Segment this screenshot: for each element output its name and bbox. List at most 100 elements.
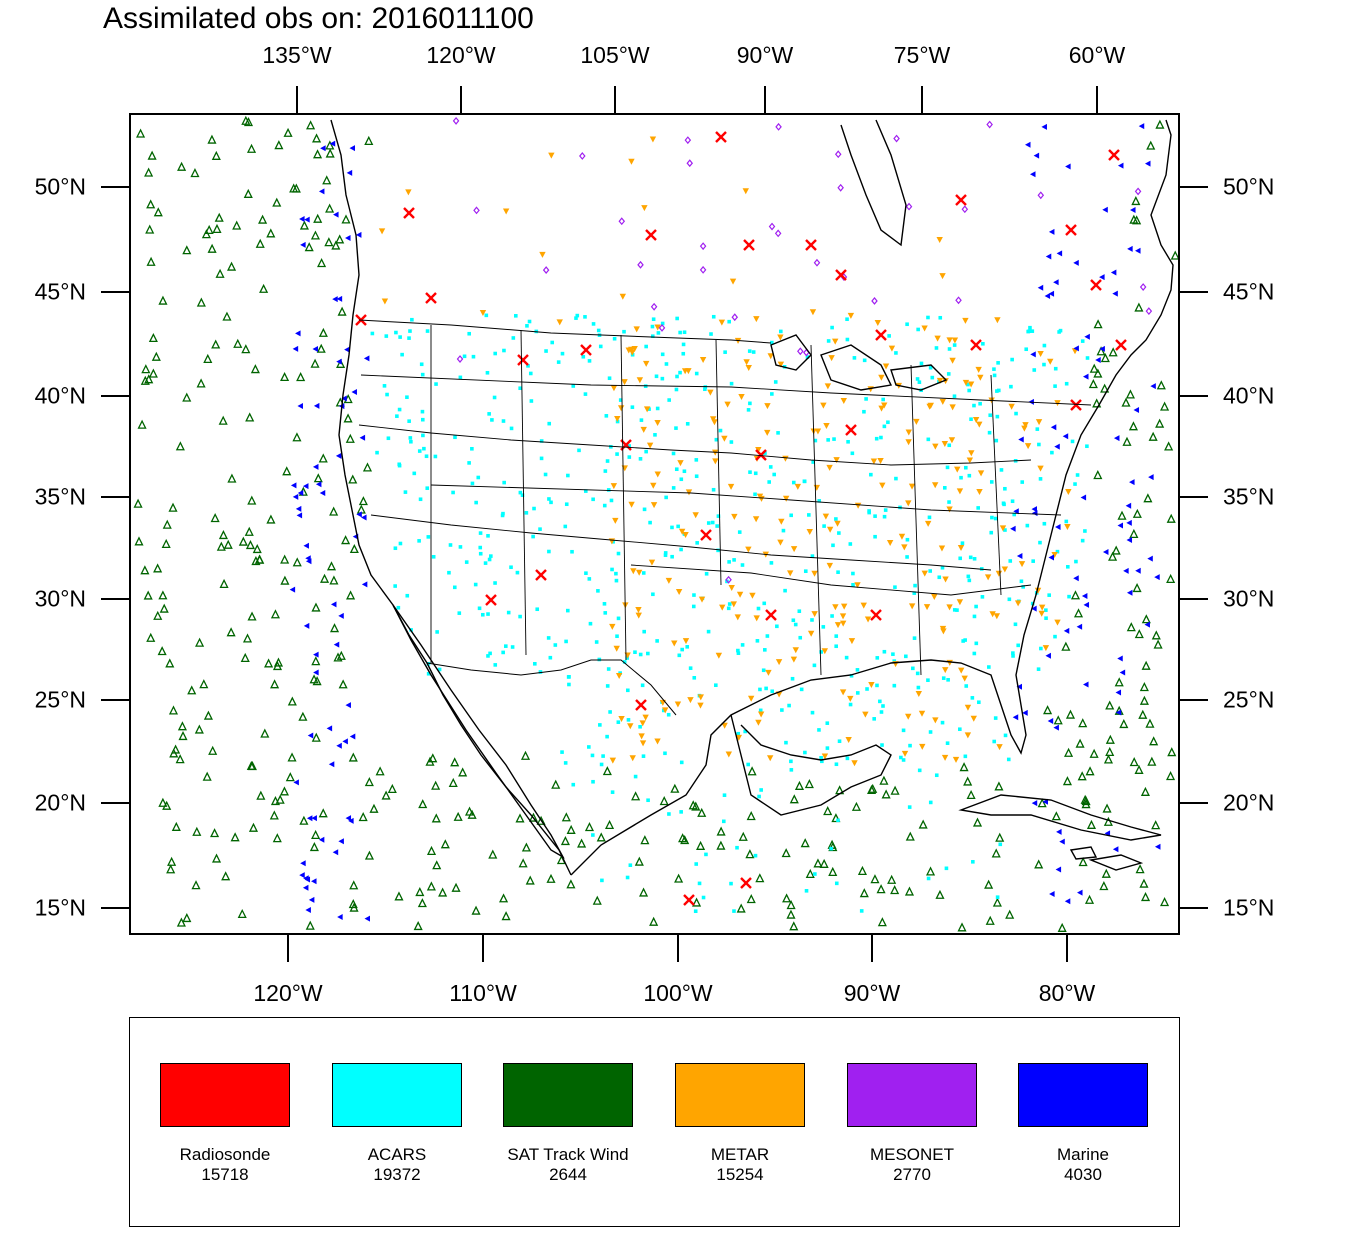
obs-marker bbox=[511, 336, 516, 340]
obs-marker bbox=[886, 540, 894, 547]
obs-marker bbox=[311, 829, 321, 840]
obs-marker bbox=[518, 386, 522, 391]
obs-marker bbox=[310, 230, 321, 240]
obs-marker bbox=[832, 437, 836, 441]
obs-marker bbox=[1154, 574, 1160, 581]
obs-marker bbox=[571, 782, 576, 787]
obs-marker bbox=[318, 836, 325, 843]
obs-marker bbox=[761, 668, 766, 673]
obs-marker bbox=[1018, 561, 1026, 568]
obs-marker bbox=[685, 489, 693, 496]
obs-marker bbox=[778, 329, 783, 334]
obs-marker bbox=[675, 316, 679, 321]
obs-marker bbox=[722, 793, 727, 797]
obs-marker bbox=[977, 374, 984, 381]
obs-marker bbox=[182, 392, 192, 402]
obs-marker bbox=[191, 880, 201, 890]
obs-marker bbox=[803, 569, 808, 573]
obs-marker bbox=[280, 371, 290, 382]
obs-marker bbox=[1141, 660, 1151, 670]
obs-marker bbox=[1070, 439, 1075, 444]
obs-marker bbox=[604, 414, 609, 418]
obs-marker bbox=[946, 659, 953, 666]
obs-marker bbox=[956, 488, 964, 495]
obs-marker bbox=[153, 563, 163, 573]
obs-marker bbox=[675, 374, 679, 379]
obs-marker bbox=[226, 627, 236, 637]
obs-marker bbox=[930, 375, 935, 380]
obs-marker bbox=[819, 858, 829, 868]
obs-marker bbox=[393, 546, 398, 551]
obs-marker bbox=[296, 512, 303, 519]
obs-marker bbox=[318, 808, 328, 818]
obs-marker bbox=[949, 404, 956, 411]
obs-marker bbox=[938, 315, 943, 320]
obs-marker bbox=[1115, 709, 1122, 716]
obs-marker bbox=[948, 437, 956, 444]
obs-marker bbox=[1147, 555, 1153, 562]
obs-marker bbox=[1132, 508, 1142, 518]
obs-marker bbox=[987, 430, 992, 435]
obs-marker bbox=[1035, 427, 1040, 431]
obs-marker bbox=[566, 473, 570, 478]
obs-marker bbox=[692, 675, 697, 680]
obs-marker bbox=[1055, 866, 1062, 873]
obs-marker bbox=[837, 531, 841, 535]
obs-marker bbox=[1064, 523, 1071, 530]
left-lat-label: 50°N bbox=[34, 173, 86, 200]
obs-marker bbox=[627, 455, 632, 459]
obs-marker bbox=[250, 364, 260, 374]
obs-marker bbox=[753, 316, 760, 323]
obs-marker bbox=[407, 336, 411, 340]
obs-marker bbox=[748, 470, 752, 474]
obs-marker bbox=[1048, 290, 1055, 297]
obs-marker bbox=[710, 520, 715, 525]
obs-marker bbox=[970, 339, 982, 351]
obs-marker bbox=[1135, 247, 1141, 254]
obs-marker bbox=[631, 345, 638, 352]
obs-marker bbox=[678, 528, 686, 535]
obs-marker bbox=[162, 800, 172, 810]
obs-marker bbox=[596, 589, 600, 593]
obs-marker bbox=[216, 541, 226, 551]
obs-marker bbox=[1037, 465, 1044, 472]
obs-marker bbox=[952, 756, 960, 763]
obs-marker bbox=[1064, 747, 1074, 757]
bottom-lon-label: 100°W bbox=[643, 980, 713, 1006]
obs-marker bbox=[1085, 766, 1095, 776]
obs-marker bbox=[716, 548, 720, 553]
obs-marker bbox=[836, 818, 840, 823]
obs-marker bbox=[309, 841, 319, 852]
obs-marker bbox=[958, 556, 963, 561]
obs-marker bbox=[612, 517, 619, 524]
obs-marker bbox=[773, 380, 778, 384]
obs-marker bbox=[899, 755, 903, 760]
obs-marker bbox=[839, 620, 847, 627]
obs-marker bbox=[462, 354, 467, 359]
obs-marker bbox=[886, 420, 890, 425]
obs-marker bbox=[804, 888, 809, 893]
obs-marker bbox=[725, 751, 733, 758]
obs-marker bbox=[346, 590, 356, 600]
obs-marker bbox=[331, 240, 341, 250]
obs-marker bbox=[1154, 843, 1161, 850]
obs-marker bbox=[1092, 398, 1102, 408]
obs-marker bbox=[763, 648, 767, 652]
obs-marker bbox=[407, 419, 411, 423]
obs-marker bbox=[348, 899, 358, 909]
obs-marker bbox=[789, 759, 793, 764]
obs-marker bbox=[1115, 339, 1127, 351]
obs-marker bbox=[171, 821, 181, 831]
obs-marker bbox=[538, 527, 542, 531]
obs-marker bbox=[604, 819, 615, 830]
obs-marker bbox=[329, 623, 340, 633]
obs-marker bbox=[1167, 747, 1177, 757]
obs-marker bbox=[679, 760, 684, 765]
obs-marker bbox=[260, 728, 270, 738]
obs-marker bbox=[1095, 356, 1101, 363]
obs-marker bbox=[241, 344, 251, 354]
obs-marker bbox=[1037, 798, 1047, 808]
obs-marker bbox=[308, 896, 315, 903]
left-lat-tick bbox=[101, 907, 129, 909]
obs-marker bbox=[679, 477, 684, 482]
